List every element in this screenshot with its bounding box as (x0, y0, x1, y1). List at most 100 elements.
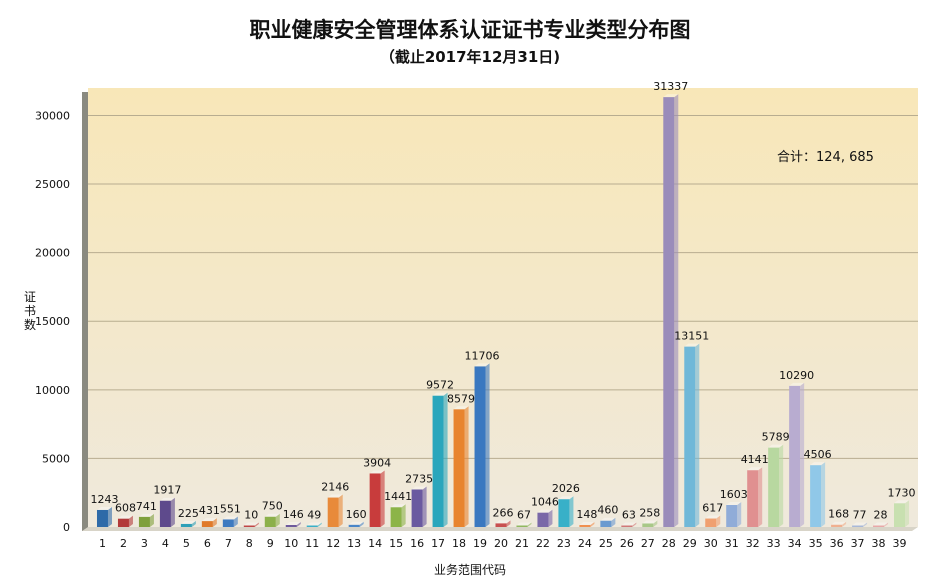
x-tick-label: 8 (246, 537, 253, 550)
x-tick-label: 4 (162, 537, 169, 550)
x-tick-label: 7 (225, 537, 232, 550)
x-tick-label: 36 (830, 537, 844, 550)
x-tick-label: 22 (536, 537, 550, 550)
bar (789, 385, 801, 527)
bar (348, 524, 360, 527)
bar (369, 473, 381, 527)
total-annotation: 合计：124, 685 (777, 150, 874, 165)
data-label: 617 (702, 502, 723, 515)
bar (159, 500, 171, 527)
x-tick-label: 30 (704, 537, 718, 550)
data-label: 9572 (426, 379, 454, 392)
bar-top (558, 496, 574, 500)
bar-top (600, 517, 616, 521)
bar (327, 497, 339, 527)
bar-side (149, 513, 154, 527)
bar-top (201, 518, 217, 522)
x-tick-label: 6 (204, 537, 211, 550)
bar-top (663, 94, 679, 98)
bar-top (789, 382, 805, 386)
data-label: 608 (115, 502, 136, 515)
x-tick-label: 16 (410, 537, 424, 550)
bar (873, 525, 885, 527)
data-label: 1046 (531, 496, 559, 509)
bar (747, 470, 759, 527)
bar-top (306, 522, 322, 526)
bar-top (159, 497, 175, 501)
bar-top (390, 504, 406, 508)
data-label: 5789 (762, 431, 790, 444)
data-label: 1917 (153, 484, 181, 497)
data-label: 63 (622, 509, 636, 522)
bar-top (516, 522, 532, 526)
bar (642, 523, 654, 527)
data-label: 77 (853, 509, 867, 522)
x-tick-label: 14 (368, 537, 382, 550)
bar-side (485, 363, 490, 527)
y-tick-label: 20000 (35, 247, 70, 260)
bar-top (537, 509, 553, 513)
bar-top (684, 343, 700, 347)
data-label: 2026 (552, 482, 580, 495)
bar-side (359, 521, 364, 527)
x-tick-label: 15 (389, 537, 403, 550)
data-label: 67 (517, 509, 531, 522)
x-tick-label: 38 (872, 537, 886, 550)
bar-side (317, 522, 322, 527)
data-label: 3904 (363, 456, 391, 469)
bar-side (296, 521, 301, 527)
x-tick-label: 23 (557, 537, 571, 550)
y-tick-label: 15000 (35, 315, 70, 328)
bar (306, 525, 318, 527)
data-label: 28 (874, 509, 888, 522)
bar-side (254, 522, 259, 527)
data-label: 750 (262, 500, 283, 513)
bar (600, 520, 612, 527)
x-tick-label: 33 (767, 537, 781, 550)
bar-side (380, 470, 385, 527)
bar (537, 512, 549, 527)
bar-side (212, 518, 217, 527)
data-label: 1441 (384, 490, 412, 503)
bar-top (117, 515, 133, 519)
bar-top (96, 506, 112, 510)
x-tick-label: 3 (141, 537, 148, 550)
bar-side (275, 513, 280, 527)
data-label: 2146 (321, 481, 349, 494)
bar-side (128, 515, 133, 527)
bar-top (621, 522, 637, 526)
bar-top (873, 522, 889, 526)
bar-top (768, 444, 784, 448)
data-label: 741 (136, 500, 157, 513)
bar-top (411, 486, 427, 490)
x-tick-label: 21 (515, 537, 529, 550)
bar (453, 409, 465, 527)
data-label: 168 (828, 508, 849, 521)
bar (411, 489, 423, 527)
bar (180, 523, 192, 527)
bar-side (233, 516, 238, 527)
bar-top (264, 513, 280, 517)
bar (684, 346, 696, 527)
y-tick-label: 10000 (35, 384, 70, 397)
bar (705, 518, 717, 527)
data-label: 31337 (653, 80, 688, 93)
bar (285, 524, 297, 527)
floor (82, 527, 918, 531)
data-label: 2735 (405, 472, 433, 485)
bar-side (443, 392, 448, 527)
data-label: 1603 (720, 488, 748, 501)
bar-top (285, 521, 301, 525)
chart-title: 职业健康安全管理体系认证证书专业类型分布图 (249, 18, 691, 42)
bar-side (716, 515, 721, 527)
data-label: 148 (576, 508, 597, 521)
data-label: 4506 (804, 448, 832, 461)
bar-side (800, 382, 805, 527)
y-tick-label: 25000 (35, 178, 70, 191)
bar-side (170, 497, 175, 527)
bar (222, 519, 234, 527)
bar-side (590, 521, 595, 527)
y-tick-label: 5000 (42, 452, 70, 465)
bar (663, 97, 675, 528)
x-tick-label: 32 (746, 537, 760, 550)
